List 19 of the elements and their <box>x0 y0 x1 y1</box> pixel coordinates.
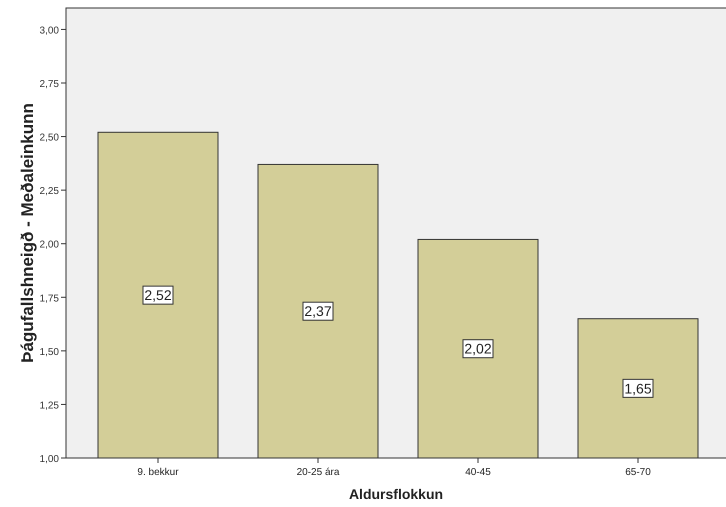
y-tick-label: 1,00 <box>40 454 60 465</box>
x-tick-label: 40-45 <box>465 467 492 478</box>
y-tick-label: 1,50 <box>40 346 60 358</box>
y-axis-title: Þágufallshneigð - Meðaleinkunn <box>18 103 37 363</box>
data-label: 2,02 <box>464 340 492 357</box>
x-axis-title: Aldursflokkun <box>348 486 444 502</box>
y-tick-label: 1,25 <box>40 400 60 412</box>
x-tick-label: 9. bekkur <box>137 467 180 478</box>
y-tick-label: 2,50 <box>40 132 60 144</box>
y-tick-label: 2,25 <box>40 186 60 198</box>
y-tick-label: 2,75 <box>40 79 60 90</box>
x-tick-label: 65-70 <box>625 467 652 478</box>
y-tick-label: 1,75 <box>40 293 60 304</box>
x-tick-label: 20-25 ára <box>296 467 340 478</box>
data-label: 1,65 <box>624 380 652 396</box>
data-label: 2,37 <box>304 303 332 320</box>
y-tick-label: 3,00 <box>40 25 60 36</box>
data-label: 2,52 <box>144 287 172 304</box>
y-tick-label: 2,00 <box>40 240 60 251</box>
